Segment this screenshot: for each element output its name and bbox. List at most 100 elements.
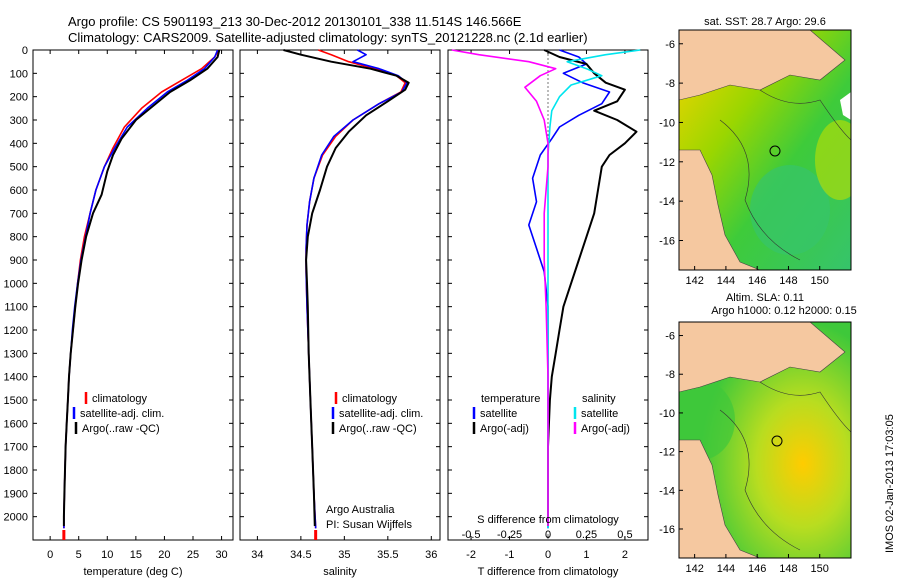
argo-position-marker — [769, 145, 781, 157]
papua-new-guinea-land — [679, 30, 846, 101]
temperature-xlabel: temperature (deg C) — [83, 566, 182, 578]
sst-map-axes: 142 144 146 148 150 -6 -8 -10 -12 -14 -16 — [659, 39, 829, 287]
papua-new-guinea-land — [679, 322, 846, 393]
legend-temperature-heading: temperature — [481, 393, 540, 405]
map-x-tick-label: 150 — [811, 275, 829, 287]
difference-legend: temperature satellite Argo(-adj) salinit… — [472, 393, 630, 435]
salinity-plot-frame — [239, 49, 441, 541]
series-line-argo-raw-qc- — [283, 49, 410, 527]
depth-tick-label: 100 — [10, 68, 28, 80]
sst-map-frame — [678, 29, 852, 271]
legend-argo-label: Argo(..raw -QC) — [339, 423, 417, 435]
x-tick-label: -2 — [466, 549, 476, 561]
depth-tick-label: 1100 — [4, 302, 28, 314]
depth-tick-label: 600 — [10, 185, 28, 197]
series-line-climatology — [305, 49, 407, 529]
sla-map-axes: 142 144 146 148 150 -6 -8 -10 -12 -14 -16 — [659, 331, 829, 575]
argo-position-marker — [771, 435, 783, 447]
map-x-tick-label: 142 — [685, 275, 703, 287]
map-y-tick-label: -6 — [665, 39, 675, 51]
legend-s-argo-label: Argo(-adj) — [581, 423, 630, 435]
sla-isobath — [759, 381, 851, 433]
map-x-tick-label: 146 — [748, 563, 766, 575]
temperature-legend: climatology satellite-adj. clim. Argo(..… — [72, 392, 164, 435]
sst-isobath — [719, 119, 801, 261]
legend-satellite-label: satellite-adj. clim. — [80, 408, 164, 420]
depth-tick-label: 1800 — [4, 465, 28, 477]
map-y-tick-label: -8 — [665, 78, 675, 90]
series-line-argo-raw-qc- — [62, 49, 221, 526]
x-tick-label: 0 — [545, 549, 551, 561]
s-tick-label: 0.5 — [617, 529, 632, 541]
salinity-xlabel: salinity — [323, 566, 357, 578]
temperature-plot: 0 5 10 15 20 25 30 — [47, 49, 228, 561]
series-line-salinity-argo-adj- — [451, 49, 557, 526]
x-tick-label: 5 — [76, 549, 82, 561]
t-difference-xlabel: T difference from climatology — [478, 566, 619, 578]
depth-axis: 0 100 200 300 400 500 600 700 800 900 1000 1100 1200… — [4, 45, 648, 524]
australia-land — [679, 149, 761, 270]
map-y-tick-label: -12 — [659, 157, 675, 169]
sla-map — [679, 322, 851, 558]
legend-argo-label: Argo(..raw -QC) — [82, 423, 160, 435]
depth-tick-label: 500 — [10, 162, 28, 174]
map-x-tick-label: 148 — [779, 563, 797, 575]
map-y-tick-label: -6 — [665, 331, 675, 343]
sst-map — [679, 30, 851, 270]
temperature-plot-frame — [32, 49, 234, 541]
x-tick-label: 34 — [251, 549, 263, 561]
depth-tick-label: 1500 — [4, 395, 28, 407]
x-tick-label: 1 — [583, 549, 589, 561]
island-outline — [840, 92, 851, 120]
header-line-1: Argo profile: CS 5901193_213 30-Dec-2012… — [68, 14, 522, 29]
series-line-climatology — [63, 49, 220, 529]
annotation-pi: PI: Susan Wijffels — [326, 519, 412, 531]
map-x-tick-label: 144 — [717, 275, 735, 287]
sla-map-frame — [678, 321, 852, 559]
depth-tick-label: 1300 — [4, 348, 28, 360]
depth-tick-label: 400 — [10, 138, 28, 150]
imos-timestamp: IMOS 02-Jan-2013 17:03:05 — [884, 414, 896, 553]
series-line-satellite-adj-clim- — [63, 49, 219, 529]
header-line-2: Climatology: CARS2009. Satellite-adjuste… — [68, 30, 588, 45]
depth-tick-label: 1400 — [4, 372, 28, 384]
x-tick-label: 15 — [130, 549, 142, 561]
x-tick-label: 25 — [187, 549, 199, 561]
map-x-tick-label: 144 — [717, 563, 735, 575]
x-tick-label: -1 — [505, 549, 515, 561]
map-y-tick-label: -10 — [659, 408, 675, 420]
x-tick-label: 10 — [101, 549, 113, 561]
series-line-satellite-adj-clim- — [305, 49, 408, 529]
legend-t-argo-label: Argo(-adj) — [480, 423, 529, 435]
map-y-tick-label: -14 — [659, 196, 675, 208]
legend-satellite-label: satellite-adj. clim. — [339, 408, 423, 420]
x-tick-label: 20 — [158, 549, 170, 561]
depth-tick-label: 700 — [10, 208, 28, 220]
x-tick-label: 35 — [338, 549, 350, 561]
x-tick-label: 0 — [47, 549, 53, 561]
s-tick-label: -0.5 — [462, 529, 481, 541]
salinity-plot: 34 34.5 35 35.5 36 — [251, 49, 437, 561]
depth-tick-label: 300 — [10, 115, 28, 127]
legend-salinity-heading: salinity — [582, 393, 616, 405]
x-tick-label: 35.5 — [377, 549, 398, 561]
x-tick-label: 34.5 — [290, 549, 311, 561]
map-x-tick-label: 146 — [748, 275, 766, 287]
depth-tick-label: 1700 — [4, 442, 28, 454]
x-tick-label: 36 — [425, 549, 437, 561]
map-y-tick-label: -14 — [659, 485, 675, 497]
legend-s-satellite-label: satellite — [581, 408, 618, 420]
depth-tick-label: 0 — [22, 45, 28, 57]
depth-tick-label: 900 — [10, 255, 28, 267]
depth-tick-label: 800 — [10, 232, 28, 244]
sst-warm-patch — [815, 120, 851, 200]
map-y-tick-label: -12 — [659, 447, 675, 459]
sst-isobath — [759, 89, 851, 141]
map-y-tick-label: -16 — [659, 235, 675, 247]
depth-tick-label: 1200 — [4, 325, 28, 337]
sst-map-title: sat. SST: 28.7 Argo: 29.6 — [704, 16, 826, 28]
sst-cool-patch — [750, 165, 830, 255]
map-y-tick-label: -16 — [659, 524, 675, 536]
salinity-legend: climatology satellite-adj. clim. Argo(..… — [326, 392, 423, 531]
